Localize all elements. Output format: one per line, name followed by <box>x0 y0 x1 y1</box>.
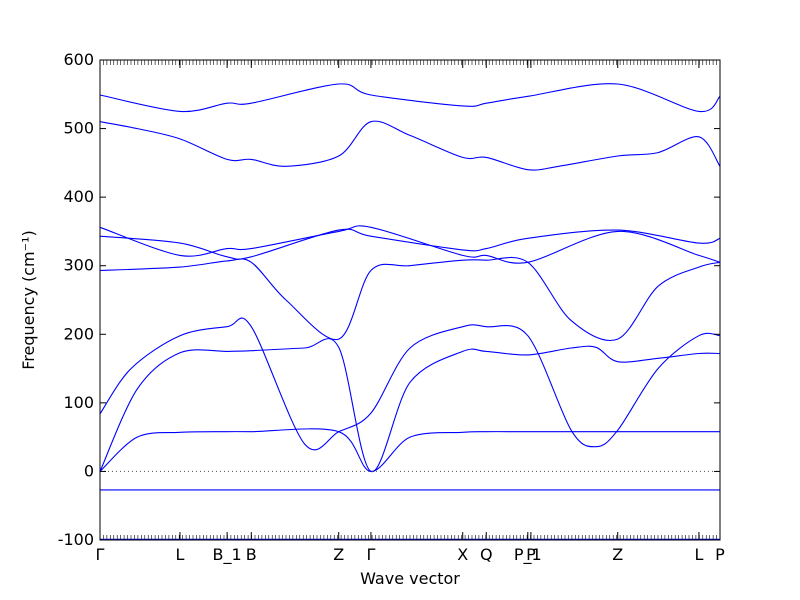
band-line-10 <box>99 83 721 113</box>
x-tick-label: P_1 <box>514 545 542 565</box>
x-tick-label: Z <box>612 545 623 564</box>
y-tick-label: 600 <box>63 50 94 69</box>
x-tick-label: L <box>176 545 185 564</box>
y-tick-label: 300 <box>63 256 94 275</box>
x-tick-label: X <box>457 545 468 564</box>
minor-ticks <box>99 60 721 540</box>
band-line-9 <box>99 120 721 171</box>
x-axis-ticks: Γ L B_1 B Z Γ X Q P_1P Z L P <box>96 60 725 565</box>
band-line-4 <box>99 338 721 472</box>
band-line-7 <box>99 228 721 260</box>
x-tick-label: P <box>526 545 536 564</box>
y-tick-label: 500 <box>63 119 94 138</box>
y-tick-label: -100 <box>58 530 94 549</box>
x-tick-label: Γ <box>366 545 375 564</box>
x-axis-label: Wave vector <box>360 569 460 588</box>
y-tick-label: 0 <box>84 461 94 480</box>
x-tick-label: Γ <box>96 545 105 564</box>
y-axis-ticks: -100 0 100 200 300 400 500 600 <box>58 50 720 549</box>
dispersion-lines <box>99 83 721 540</box>
y-axis-label: Frequency (cm⁻¹) <box>19 230 38 369</box>
x-tick-label: Z <box>333 545 344 564</box>
x-tick-label: B <box>246 545 257 564</box>
y-tick-label: 200 <box>63 324 94 343</box>
band-line-8 <box>99 225 721 264</box>
x-tick-label: B_1 <box>213 545 242 565</box>
x-tick-label: P <box>715 545 725 564</box>
y-tick-label: 400 <box>63 187 94 206</box>
band-line-3 <box>99 428 720 472</box>
x-tick-label: L <box>694 545 703 564</box>
x-tick-label: Q <box>480 545 493 564</box>
y-tick-label: 100 <box>63 393 94 412</box>
band-line-5 <box>99 317 721 451</box>
plot-frame <box>99 59 721 541</box>
band-line-6 <box>99 256 721 341</box>
